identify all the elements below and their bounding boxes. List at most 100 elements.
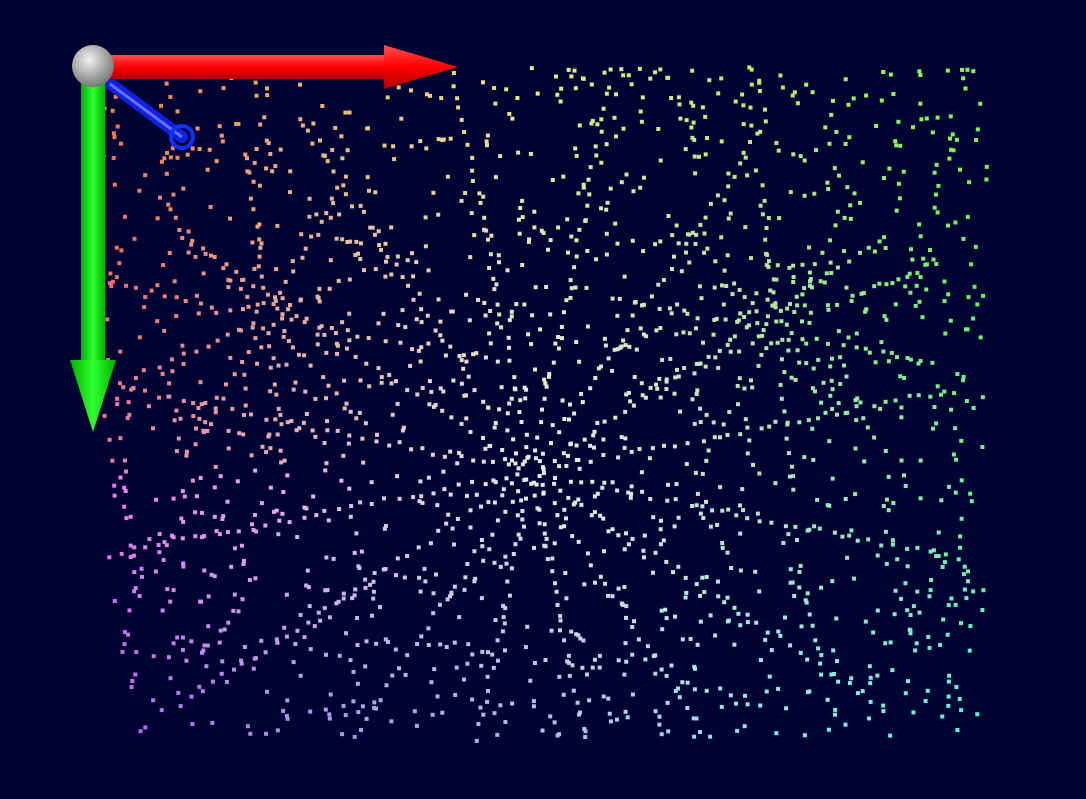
point bbox=[497, 312, 502, 317]
point bbox=[497, 407, 502, 412]
point bbox=[811, 366, 816, 371]
point bbox=[545, 557, 550, 562]
point bbox=[897, 196, 902, 201]
point bbox=[849, 676, 854, 681]
point bbox=[457, 615, 462, 620]
point bbox=[603, 343, 608, 348]
point bbox=[353, 253, 358, 257]
point bbox=[189, 694, 194, 699]
point bbox=[503, 720, 508, 724]
point bbox=[110, 458, 115, 463]
point bbox=[692, 137, 697, 142]
point bbox=[358, 257, 363, 261]
y-axis-arrow bbox=[70, 360, 116, 432]
point bbox=[385, 254, 390, 259]
point bbox=[212, 485, 217, 490]
point bbox=[911, 125, 915, 130]
point bbox=[735, 728, 740, 733]
point bbox=[505, 268, 510, 273]
point bbox=[364, 361, 369, 366]
point bbox=[702, 231, 707, 236]
x-axis bbox=[92, 55, 384, 79]
point bbox=[456, 105, 461, 110]
point bbox=[957, 697, 962, 701]
point bbox=[271, 509, 276, 514]
point bbox=[455, 461, 460, 466]
point bbox=[151, 698, 156, 703]
point bbox=[632, 375, 637, 379]
point bbox=[595, 421, 600, 425]
point bbox=[456, 482, 461, 487]
point bbox=[700, 504, 705, 509]
point bbox=[639, 119, 644, 124]
point bbox=[816, 646, 821, 651]
point bbox=[631, 403, 636, 408]
point bbox=[355, 616, 359, 620]
point bbox=[442, 454, 447, 459]
point bbox=[486, 500, 491, 505]
point bbox=[517, 410, 522, 415]
point bbox=[280, 316, 285, 321]
point bbox=[205, 167, 210, 172]
point bbox=[330, 148, 335, 152]
point bbox=[353, 354, 358, 359]
point bbox=[344, 401, 349, 406]
point bbox=[698, 511, 703, 516]
point bbox=[507, 401, 512, 406]
point bbox=[276, 532, 281, 537]
point bbox=[427, 402, 432, 407]
point bbox=[264, 138, 269, 143]
point bbox=[379, 380, 384, 385]
point bbox=[363, 577, 368, 582]
point bbox=[660, 357, 665, 362]
point bbox=[931, 548, 936, 553]
point bbox=[335, 428, 340, 433]
point bbox=[467, 318, 472, 323]
point bbox=[400, 428, 405, 433]
point bbox=[316, 232, 321, 237]
point bbox=[776, 629, 781, 634]
point bbox=[485, 650, 490, 655]
point bbox=[756, 363, 761, 368]
point bbox=[343, 174, 348, 179]
point bbox=[791, 474, 796, 479]
point bbox=[916, 361, 921, 366]
point bbox=[236, 609, 241, 614]
point bbox=[367, 384, 372, 389]
point bbox=[971, 406, 976, 410]
point bbox=[818, 661, 823, 666]
point bbox=[180, 647, 185, 652]
point bbox=[298, 673, 303, 678]
point bbox=[841, 343, 846, 348]
point bbox=[245, 724, 250, 729]
point bbox=[226, 285, 231, 290]
point bbox=[973, 244, 978, 249]
point bbox=[703, 152, 708, 157]
point bbox=[352, 593, 357, 598]
point bbox=[581, 182, 586, 187]
point bbox=[854, 418, 859, 423]
point bbox=[488, 309, 493, 313]
point bbox=[804, 341, 809, 346]
point bbox=[410, 251, 414, 256]
point bbox=[958, 534, 963, 539]
point bbox=[594, 153, 599, 158]
point bbox=[939, 392, 943, 397]
point bbox=[479, 596, 484, 601]
point bbox=[949, 147, 954, 152]
point bbox=[640, 489, 645, 494]
point bbox=[602, 70, 607, 75]
point bbox=[239, 658, 244, 663]
point bbox=[165, 587, 170, 592]
point bbox=[203, 420, 208, 425]
point bbox=[500, 493, 505, 498]
point bbox=[328, 215, 333, 220]
point bbox=[899, 415, 904, 420]
point bbox=[418, 479, 423, 484]
point bbox=[808, 310, 813, 315]
point bbox=[273, 417, 278, 422]
point bbox=[112, 182, 117, 187]
point bbox=[354, 416, 359, 421]
point bbox=[747, 438, 752, 443]
point bbox=[371, 596, 376, 601]
